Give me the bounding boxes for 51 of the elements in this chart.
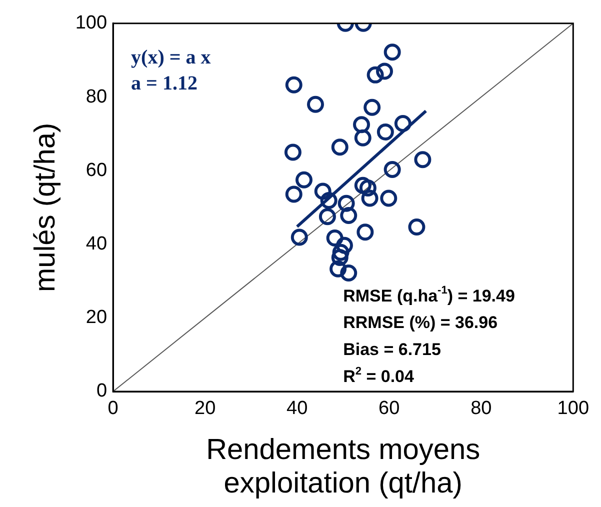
point [376, 123, 394, 140]
x-tick-label: 80 [470, 398, 492, 420]
point [384, 44, 401, 61]
point [290, 228, 308, 246]
point [340, 264, 358, 282]
point [331, 138, 348, 156]
point [376, 62, 394, 80]
point [354, 176, 372, 194]
x-tick-label: 60 [378, 398, 400, 420]
point [306, 96, 324, 113]
annotation: y(x) = a x [131, 46, 211, 68]
point [314, 182, 332, 200]
point [320, 192, 338, 209]
point [285, 186, 302, 203]
x-tick-label: 20 [194, 398, 216, 420]
annotation: a = 1.12 [131, 72, 198, 94]
point [353, 116, 370, 134]
x-tick-label: 40 [286, 398, 308, 420]
point [340, 207, 358, 224]
point [284, 144, 302, 161]
point [384, 161, 401, 178]
point [326, 230, 344, 247]
point [332, 244, 350, 261]
point [295, 171, 312, 188]
y-tick-label: 60 [86, 160, 108, 181]
point [366, 66, 384, 84]
y-axis-title: mulés (qt/ha) [30, 122, 62, 292]
y-tick-label: 40 [86, 233, 108, 254]
point [361, 190, 378, 207]
point [318, 208, 336, 226]
point [331, 249, 348, 266]
annotation: Bias = 6.715 [343, 340, 441, 360]
x-tick-label: 100 [557, 398, 589, 420]
point [408, 218, 426, 236]
point [359, 179, 376, 196]
point [394, 115, 412, 132]
point [356, 224, 374, 241]
point [285, 76, 302, 94]
y-tick-label: 100 [75, 12, 108, 34]
y-tick-label: 0 [96, 380, 108, 402]
point [380, 190, 398, 207]
point [354, 129, 372, 146]
y-tick-label: 80 [86, 86, 108, 108]
y-tick-label: 20 [86, 307, 108, 328]
point [336, 236, 353, 254]
annotation: RRMSE (%) = 36.96 [343, 313, 498, 332]
x-axis-title: Rendements moyens exploitation (qt/ha) [206, 434, 480, 500]
point [338, 194, 355, 212]
point [364, 98, 381, 116]
point [330, 260, 347, 278]
point [414, 151, 432, 168]
